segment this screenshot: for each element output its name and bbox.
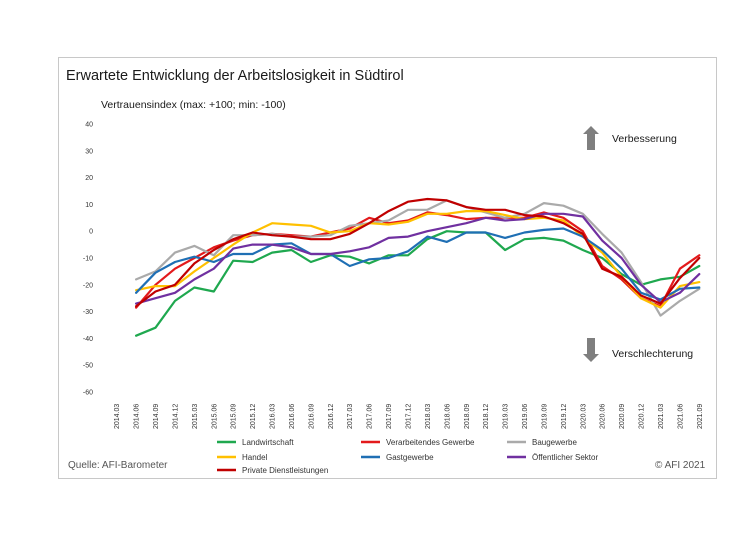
x-tick-label: 2016.09 [308, 404, 315, 429]
annotation-worsening: Verschlechterung [612, 348, 693, 360]
legend-label: Baugewerbe [532, 438, 577, 447]
x-tick-label: 2019.12 [561, 404, 568, 429]
legend-label: Gastgewerbe [386, 453, 434, 462]
x-tick-label: 2019.09 [541, 404, 548, 429]
x-tick-label: 2020.12 [639, 404, 646, 429]
legend-label: Private Dienstleistungen [242, 466, 328, 475]
y-tick-label: 20 [85, 175, 93, 182]
arrow-down-icon [583, 338, 599, 362]
x-tick-label: 2021.06 [677, 404, 684, 429]
x-tick-label: 2021.03 [658, 404, 665, 429]
x-tick-label: 2014.06 [134, 404, 141, 429]
x-tick-label: 2017.09 [386, 404, 393, 429]
x-tick-label: 2016.12 [328, 404, 335, 429]
y-tick-label: -50 [83, 363, 93, 370]
x-tick-label: 2021.09 [697, 404, 704, 429]
y-tick-label: 30 [85, 148, 93, 155]
y-tick-label: 0 [89, 229, 93, 236]
x-tick-label: 2019.03 [503, 404, 510, 429]
chart-title: Erwartete Entwicklung der Arbeitslosigke… [66, 68, 404, 84]
x-tick-label: 2015.03 [192, 404, 199, 429]
x-tick-label: 2018.06 [444, 404, 451, 429]
x-tick-label: 2020.09 [619, 404, 626, 429]
y-tick-label: -60 [83, 390, 93, 397]
source-note: Quelle: AFI-Barometer [68, 460, 168, 471]
x-tick-label: 2018.09 [464, 404, 471, 429]
arrow-up-icon [583, 126, 599, 150]
y-axis-label: Vertrauensindex (max: +100; min: -100) [101, 99, 286, 111]
x-tick-label: 2014.09 [153, 404, 160, 429]
series-line-öffentlicher-sektor [135, 212, 701, 305]
x-tick-label: 2016.03 [270, 404, 277, 429]
annotation-improvement: Verbesserung [612, 133, 677, 145]
x-tick-label: 2014.12 [172, 404, 179, 429]
y-tick-label: -30 [83, 309, 93, 316]
x-tick-label: 2017.06 [367, 404, 374, 429]
copyright-note: © AFI 2021 [655, 460, 706, 471]
x-tick-label: 2015.09 [231, 404, 238, 429]
x-tick-label: 2020.06 [600, 404, 607, 429]
x-tick-label: 2014.03 [114, 404, 121, 429]
legend-label: Handel [242, 453, 268, 462]
y-tick-label: -10 [83, 256, 93, 263]
x-tick-label: 2018.12 [483, 404, 490, 429]
legend-label: Landwirtschaft [242, 438, 294, 447]
x-tick-label: 2019.06 [522, 404, 529, 429]
y-tick-label: -40 [83, 336, 93, 343]
series-line-landwirtschaft [135, 230, 701, 337]
series-line-gastgewerbe [135, 227, 701, 301]
series-line-handel [135, 210, 701, 309]
series-line-baugewerbe [135, 199, 701, 317]
x-tick-label: 2017.03 [347, 404, 354, 429]
y-tick-label: 10 [85, 202, 93, 209]
x-tick-label: 2018.03 [425, 404, 432, 429]
y-tick-label: 40 [85, 122, 93, 129]
x-tick-label: 2020.03 [580, 404, 587, 429]
chart-frame [58, 57, 717, 479]
series-line-private-dienstleistungen [135, 197, 701, 308]
legend-label: Öffentlicher Sektor [532, 453, 598, 462]
x-tick-label: 2017.12 [406, 404, 413, 429]
x-tick-label: 2015.12 [250, 404, 257, 429]
y-tick-label: -20 [83, 282, 93, 289]
x-tick-label: 2016.06 [289, 404, 296, 429]
x-tick-label: 2015.06 [211, 404, 218, 429]
legend-label: Verarbeitendes Gewerbe [386, 438, 475, 447]
